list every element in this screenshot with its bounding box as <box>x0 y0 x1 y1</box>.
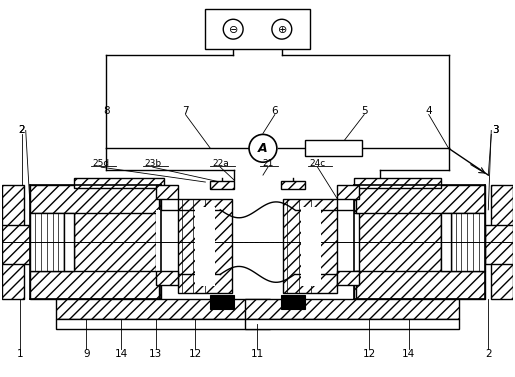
Bar <box>2 225 30 264</box>
Text: 24c: 24c <box>310 159 325 168</box>
Circle shape <box>224 19 243 39</box>
Bar <box>2 185 24 299</box>
Circle shape <box>249 135 277 162</box>
Text: 3: 3 <box>492 126 499 135</box>
Bar <box>281 295 305 309</box>
Bar <box>57 299 270 319</box>
Bar <box>354 178 441 188</box>
Bar <box>451 213 485 271</box>
Bar <box>491 185 513 299</box>
Text: 5: 5 <box>361 106 368 116</box>
Bar <box>337 185 359 199</box>
Text: 6: 6 <box>271 106 278 116</box>
Bar <box>205 9 310 49</box>
Bar <box>485 225 513 264</box>
Text: 14: 14 <box>114 349 128 359</box>
Text: 7: 7 <box>182 106 189 116</box>
Text: 2: 2 <box>485 349 492 359</box>
Bar <box>283 199 337 293</box>
Text: 11: 11 <box>250 349 264 359</box>
Bar <box>30 185 159 213</box>
Bar <box>30 213 64 271</box>
Bar <box>156 185 178 199</box>
Polygon shape <box>354 185 441 299</box>
Bar <box>64 213 74 271</box>
Text: 2: 2 <box>19 126 25 135</box>
Text: 1: 1 <box>16 349 23 359</box>
Text: 12: 12 <box>189 349 202 359</box>
Text: 8: 8 <box>103 106 109 116</box>
Bar <box>356 185 485 213</box>
Text: A: A <box>258 142 268 155</box>
Text: 22a: 22a <box>212 159 229 168</box>
Text: $\oplus$: $\oplus$ <box>277 24 287 35</box>
Bar <box>156 210 205 274</box>
Bar <box>245 319 458 329</box>
Text: 14: 14 <box>402 349 416 359</box>
Text: 9: 9 <box>83 349 90 359</box>
Bar <box>281 181 305 189</box>
Text: 3: 3 <box>492 126 499 135</box>
Circle shape <box>272 19 291 39</box>
Bar <box>441 213 451 271</box>
Bar <box>57 319 270 329</box>
Polygon shape <box>74 185 161 299</box>
Bar <box>210 181 234 189</box>
Text: $\ominus$: $\ominus$ <box>228 24 238 35</box>
Text: 2: 2 <box>19 126 25 135</box>
Bar <box>305 140 362 156</box>
Text: 13: 13 <box>149 349 162 359</box>
Bar <box>245 299 458 319</box>
Bar <box>30 271 159 299</box>
Text: 4: 4 <box>425 106 432 116</box>
Bar <box>301 207 320 286</box>
Bar <box>305 210 354 274</box>
Text: 23b: 23b <box>144 159 161 168</box>
Bar <box>74 178 164 188</box>
Bar <box>356 271 485 299</box>
Text: 25d: 25d <box>93 159 110 168</box>
Bar <box>156 271 178 285</box>
Text: 21: 21 <box>262 159 273 168</box>
Bar <box>178 199 232 293</box>
Bar <box>196 207 215 286</box>
Bar <box>210 295 234 309</box>
Bar <box>337 271 359 285</box>
Text: 12: 12 <box>363 349 376 359</box>
